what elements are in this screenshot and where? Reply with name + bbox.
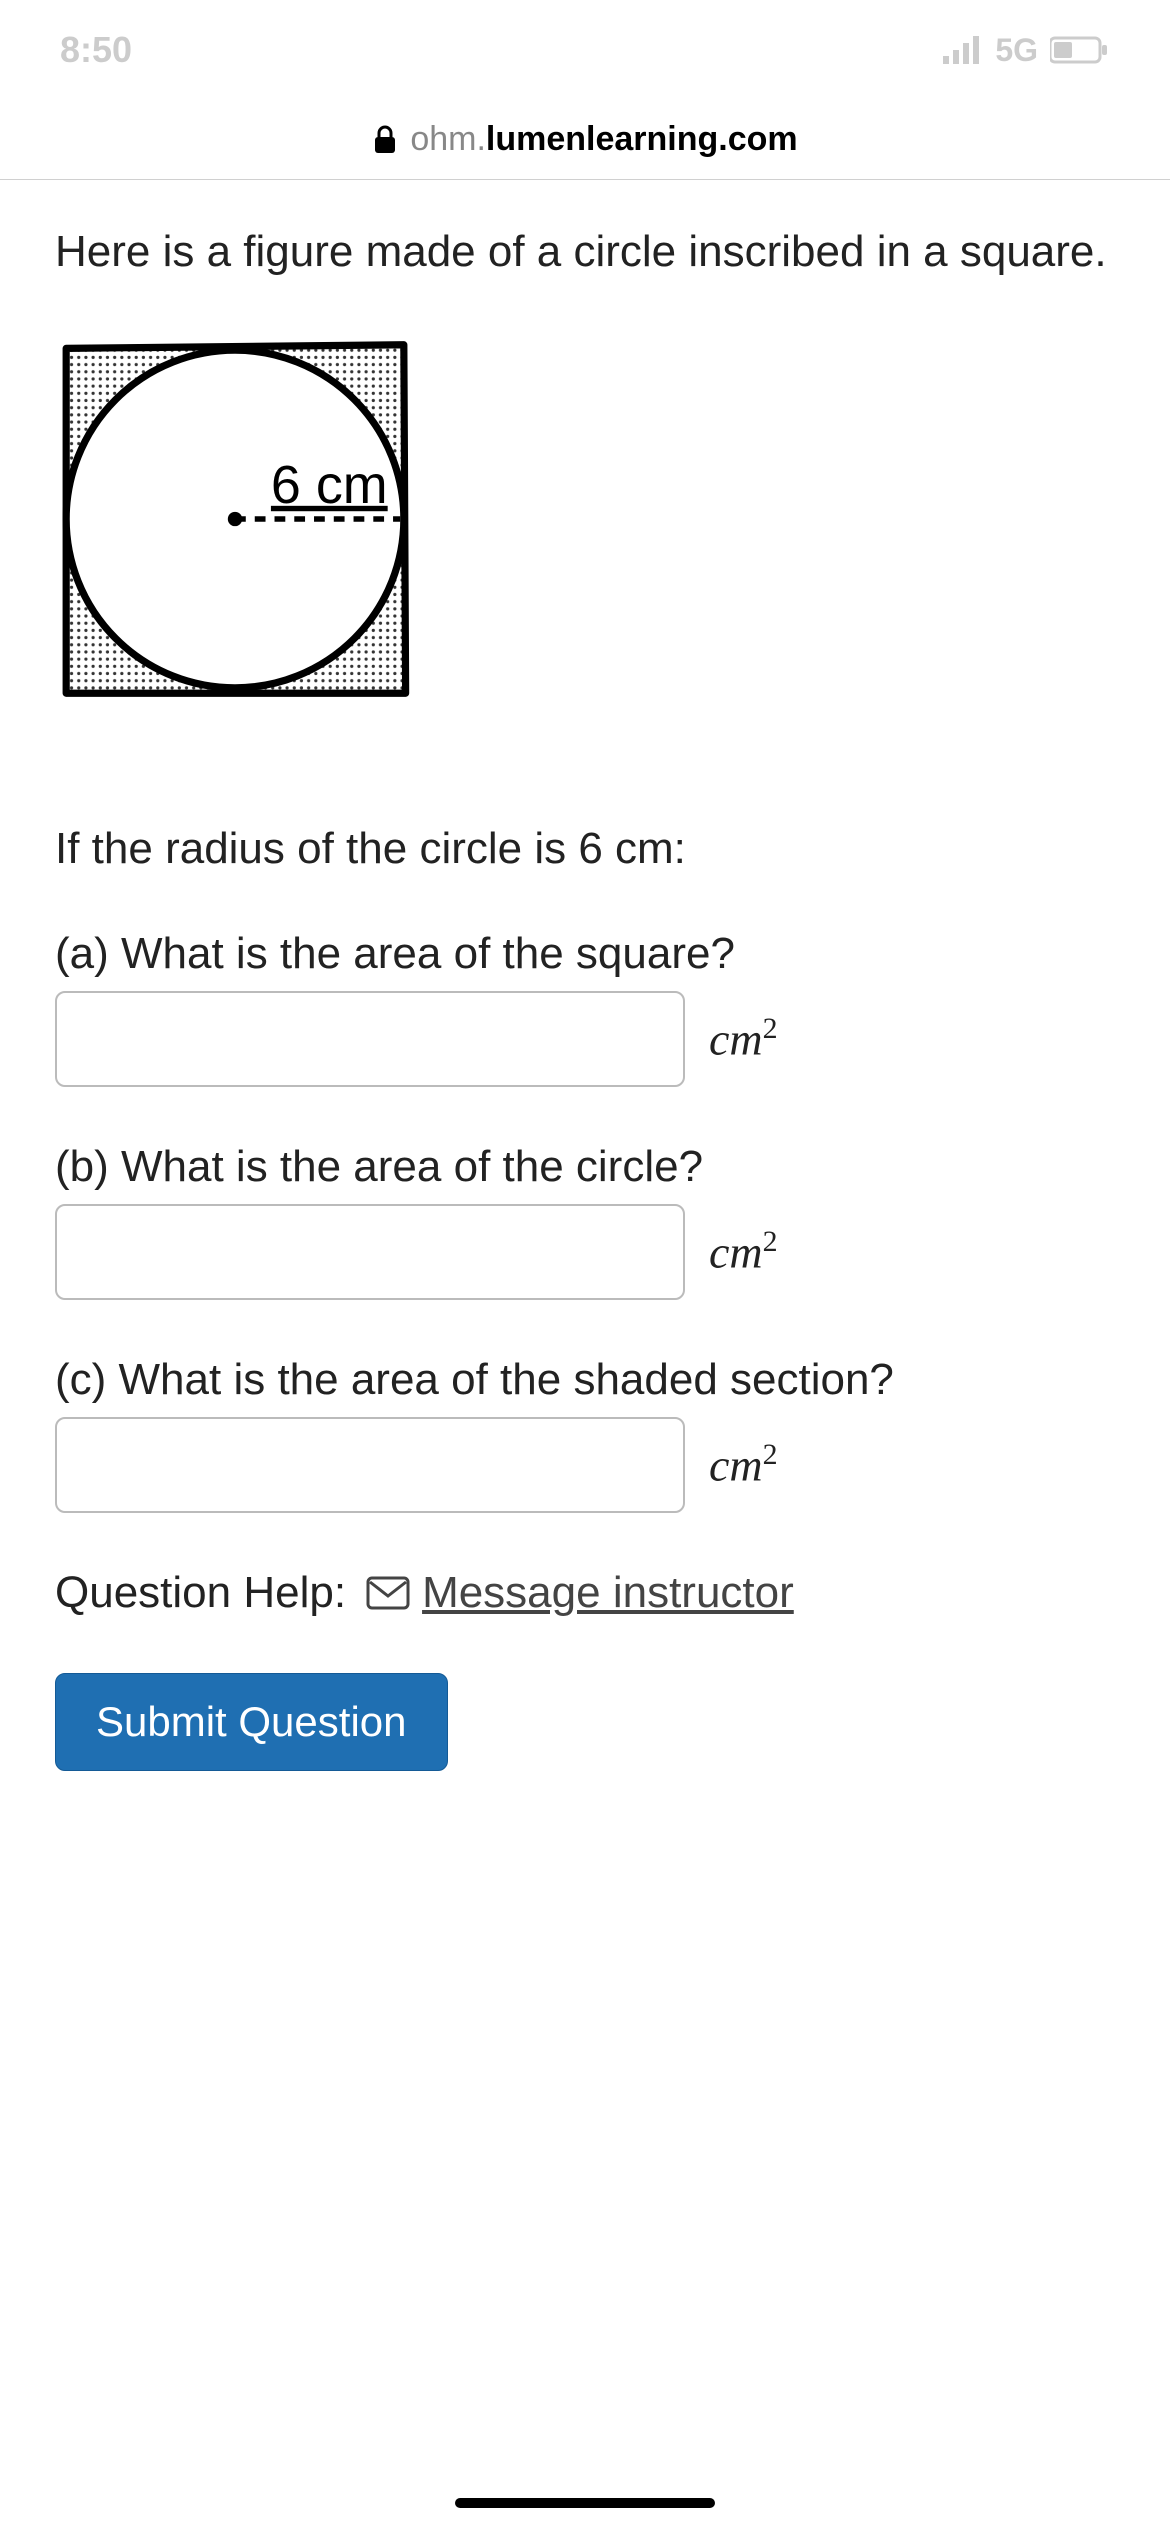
question-part-c: (c) What is the area of the shaded secti…	[55, 1355, 1115, 1513]
mail-icon	[366, 1576, 410, 1610]
signal-icon	[943, 36, 983, 64]
part-c-unit: cm2	[709, 1438, 778, 1491]
status-time: 8:50	[60, 29, 132, 71]
status-right: 5G	[943, 32, 1110, 69]
url-text: ohm.lumenlearning.com	[410, 120, 797, 159]
part-a-input[interactable]	[55, 991, 685, 1087]
url-domain: lumenlearning.com	[486, 120, 798, 158]
submit-question-button[interactable]: Submit Question	[55, 1673, 448, 1771]
question-condition: If the radius of the circle is 6 cm:	[55, 824, 1115, 874]
part-b-input[interactable]	[55, 1204, 685, 1300]
status-bar: 8:50 5G	[0, 0, 1170, 100]
home-indicator[interactable]	[455, 2498, 715, 2508]
url-subdomain: ohm.	[410, 120, 486, 158]
question-help-row: Question Help: Message instructor	[55, 1568, 1115, 1618]
lock-icon	[372, 125, 398, 155]
question-content: Here is a figure made of a circle inscri…	[0, 180, 1170, 1811]
url-bar[interactable]: ohm.lumenlearning.com	[0, 100, 1170, 180]
network-label: 5G	[995, 32, 1038, 69]
part-a-label: (a) What is the area of the square?	[55, 929, 1115, 979]
figure: 6 cm	[55, 334, 415, 704]
part-c-label: (c) What is the area of the shaded secti…	[55, 1355, 1115, 1405]
part-b-unit: cm2	[709, 1225, 778, 1278]
help-label: Question Help:	[55, 1568, 346, 1618]
part-c-input[interactable]	[55, 1417, 685, 1513]
part-b-label: (b) What is the area of the circle?	[55, 1142, 1115, 1192]
question-part-a: (a) What is the area of the square? cm2	[55, 929, 1115, 1087]
message-instructor-link[interactable]: Message instructor	[366, 1568, 794, 1618]
radius-label: 6 cm	[271, 455, 388, 515]
question-part-b: (b) What is the area of the circle? cm2	[55, 1142, 1115, 1300]
message-instructor-text: Message instructor	[422, 1568, 794, 1618]
part-a-unit: cm2	[709, 1012, 778, 1065]
question-intro: Here is a figure made of a circle inscri…	[55, 220, 1115, 284]
battery-icon	[1050, 36, 1110, 64]
